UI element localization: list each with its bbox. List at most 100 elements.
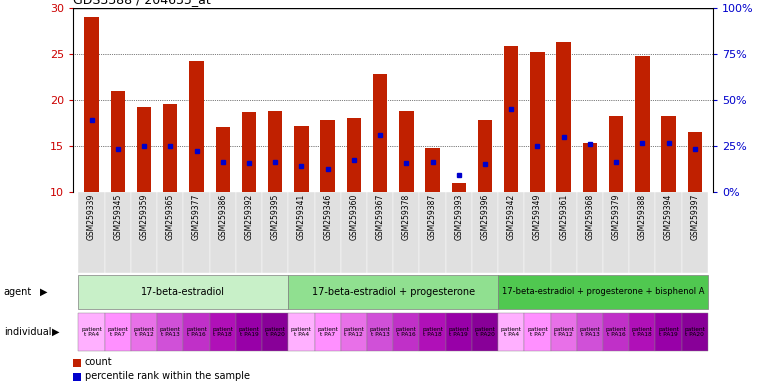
Bar	[84, 17, 99, 192]
Bar	[367, 313, 393, 351]
Text: GSM259379: GSM259379	[611, 194, 621, 240]
Bar	[288, 313, 315, 351]
Bar	[347, 118, 361, 192]
Text: GSM259386: GSM259386	[218, 194, 227, 240]
Bar	[524, 313, 550, 351]
Bar	[73, 373, 81, 381]
Text: GSM259349: GSM259349	[533, 194, 542, 240]
Bar	[183, 313, 210, 351]
Text: patient
t PA7: patient t PA7	[527, 327, 548, 338]
Text: patient
t PA4: patient t PA4	[501, 327, 522, 338]
Text: GSM259393: GSM259393	[454, 194, 463, 240]
Bar	[603, 313, 629, 351]
Text: GSM259395: GSM259395	[271, 194, 280, 240]
Bar	[577, 192, 603, 273]
Bar	[393, 192, 419, 273]
Bar	[426, 148, 439, 192]
Text: percentile rank within the sample: percentile rank within the sample	[85, 371, 250, 381]
Bar	[655, 313, 682, 351]
Bar	[452, 183, 466, 192]
Bar	[373, 74, 387, 192]
Bar	[131, 313, 157, 351]
Text: patient
t PA19: patient t PA19	[658, 327, 679, 338]
Text: GSM259360: GSM259360	[349, 194, 359, 240]
Bar	[498, 275, 708, 309]
Bar	[682, 192, 708, 273]
Bar	[498, 192, 524, 273]
Bar	[583, 143, 597, 192]
Text: patient
t PA18: patient t PA18	[632, 327, 653, 338]
Bar	[557, 42, 571, 192]
Bar	[105, 192, 131, 273]
Bar	[236, 192, 262, 273]
Bar	[262, 192, 288, 273]
Text: GSM259378: GSM259378	[402, 194, 411, 240]
Text: GSM259345: GSM259345	[113, 194, 123, 240]
Text: GSM259341: GSM259341	[297, 194, 306, 240]
Text: patient
t PA19: patient t PA19	[449, 327, 470, 338]
Text: patient
t PA20: patient t PA20	[685, 327, 705, 338]
Bar	[629, 192, 655, 273]
Text: GSM259394: GSM259394	[664, 194, 673, 240]
Bar	[268, 111, 282, 192]
Bar	[315, 313, 341, 351]
Text: GSM259396: GSM259396	[480, 194, 490, 240]
Bar	[662, 116, 676, 192]
Bar	[190, 61, 204, 192]
Bar	[79, 192, 105, 273]
Text: patient
t PA19: patient t PA19	[238, 327, 259, 338]
Text: GSM259377: GSM259377	[192, 194, 201, 240]
Bar	[399, 111, 413, 192]
Text: patient
t PA16: patient t PA16	[396, 327, 417, 338]
Bar	[419, 313, 446, 351]
Bar	[79, 313, 105, 351]
Bar	[110, 91, 125, 192]
Text: patient
t PA12: patient t PA12	[343, 327, 365, 338]
Text: ▶: ▶	[40, 287, 48, 297]
Text: individual: individual	[4, 327, 52, 337]
Text: patient
t PA12: patient t PA12	[554, 327, 574, 338]
Text: GSM259368: GSM259368	[585, 194, 594, 240]
Text: 17-beta-estradiol + progesterone + bisphenol A: 17-beta-estradiol + progesterone + bisph…	[502, 287, 704, 296]
Text: GSM259367: GSM259367	[375, 194, 385, 240]
Bar	[446, 313, 472, 351]
Bar	[236, 313, 262, 351]
Text: patient
t PA7: patient t PA7	[107, 327, 128, 338]
Bar	[393, 313, 419, 351]
Bar	[163, 104, 177, 192]
Bar	[550, 192, 577, 273]
Bar	[157, 192, 183, 273]
Bar	[210, 192, 236, 273]
Bar	[472, 313, 498, 351]
Text: GSM259392: GSM259392	[244, 194, 254, 240]
Bar	[262, 313, 288, 351]
Text: GDS3388 / 204635_at: GDS3388 / 204635_at	[73, 0, 211, 7]
Bar	[315, 192, 341, 273]
Text: 17-beta-estradiol + progesterone: 17-beta-estradiol + progesterone	[311, 287, 475, 297]
Bar	[655, 192, 682, 273]
Bar	[341, 192, 367, 273]
Text: count: count	[85, 358, 113, 367]
Text: GSM259361: GSM259361	[559, 194, 568, 240]
Text: patient
t PA4: patient t PA4	[291, 327, 311, 338]
Bar	[105, 313, 131, 351]
Bar	[242, 112, 256, 192]
Bar	[157, 313, 183, 351]
Text: 17-beta-estradiol: 17-beta-estradiol	[141, 287, 225, 297]
Text: GSM259397: GSM259397	[690, 194, 699, 240]
Text: GSM259339: GSM259339	[87, 194, 96, 240]
Bar	[321, 120, 335, 192]
Bar	[288, 192, 315, 273]
Text: patient
t PA12: patient t PA12	[133, 327, 154, 338]
Text: GSM259346: GSM259346	[323, 194, 332, 240]
Bar	[419, 192, 446, 273]
Text: agent: agent	[4, 287, 32, 297]
Bar	[609, 116, 623, 192]
Bar	[504, 46, 518, 192]
Bar	[446, 192, 472, 273]
Bar	[550, 313, 577, 351]
Bar	[635, 56, 650, 192]
Text: GSM259359: GSM259359	[140, 194, 149, 240]
Text: patient
t PA16: patient t PA16	[606, 327, 627, 338]
Text: patient
t PA16: patient t PA16	[186, 327, 207, 338]
